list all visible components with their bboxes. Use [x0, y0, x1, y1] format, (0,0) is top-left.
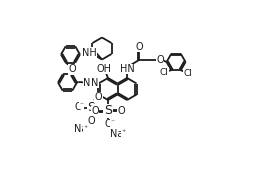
Text: Cl: Cl: [183, 69, 192, 78]
Text: O: O: [156, 55, 164, 65]
Text: S: S: [88, 101, 95, 114]
Text: O: O: [88, 116, 95, 125]
Text: NH: NH: [82, 47, 96, 57]
Text: O: O: [68, 64, 76, 74]
Text: O: O: [135, 42, 143, 52]
Text: N: N: [83, 77, 91, 88]
Text: O: O: [117, 106, 125, 116]
Text: S: S: [104, 105, 112, 118]
Text: ⁻: ⁻: [110, 118, 114, 127]
Text: ⁻: ⁻: [79, 100, 83, 109]
Text: ⁺: ⁺: [121, 128, 125, 137]
Text: O: O: [104, 119, 112, 129]
Text: Cl: Cl: [160, 68, 169, 77]
Text: ⁺: ⁺: [83, 124, 88, 133]
Text: O: O: [91, 106, 99, 116]
Text: O: O: [95, 93, 102, 102]
Text: HN: HN: [120, 64, 134, 74]
Text: OH: OH: [97, 64, 112, 74]
Text: N: N: [91, 77, 99, 88]
Text: Na: Na: [110, 129, 124, 139]
Text: Na: Na: [74, 125, 87, 135]
Text: O: O: [75, 102, 82, 112]
